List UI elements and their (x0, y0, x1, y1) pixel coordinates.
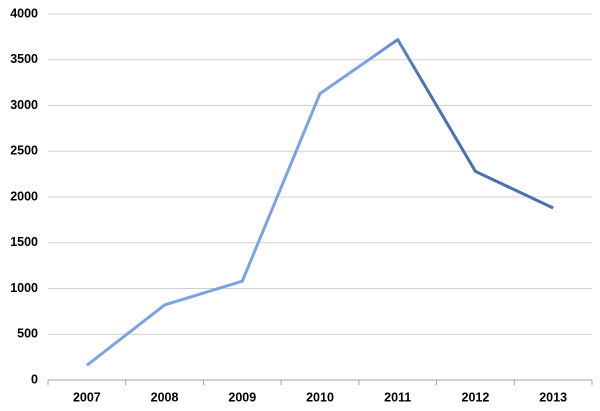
x-tick-label: 2010 (306, 390, 334, 404)
y-tick-label: 500 (17, 327, 38, 341)
y-tick-label: 1500 (10, 235, 38, 249)
line (85, 38, 554, 367)
x-tick-label: 2008 (151, 390, 179, 404)
y-tick-label: 2500 (10, 144, 38, 158)
x-tick-label: 2013 (539, 390, 567, 404)
x-tick-label: 2009 (228, 390, 256, 404)
x-tick-label: 2007 (73, 390, 101, 404)
y-tick-label: 1000 (10, 281, 38, 295)
y-tick-label: 0 (31, 372, 38, 386)
y-tick-label: 3000 (10, 98, 38, 112)
y-tick-label: 2000 (10, 189, 38, 203)
y-tick-label: 4000 (10, 6, 38, 20)
x-tick-label: 2012 (462, 390, 490, 404)
y-tick-label: 3500 (10, 52, 38, 66)
x-tick-label: 2011 (384, 390, 411, 404)
